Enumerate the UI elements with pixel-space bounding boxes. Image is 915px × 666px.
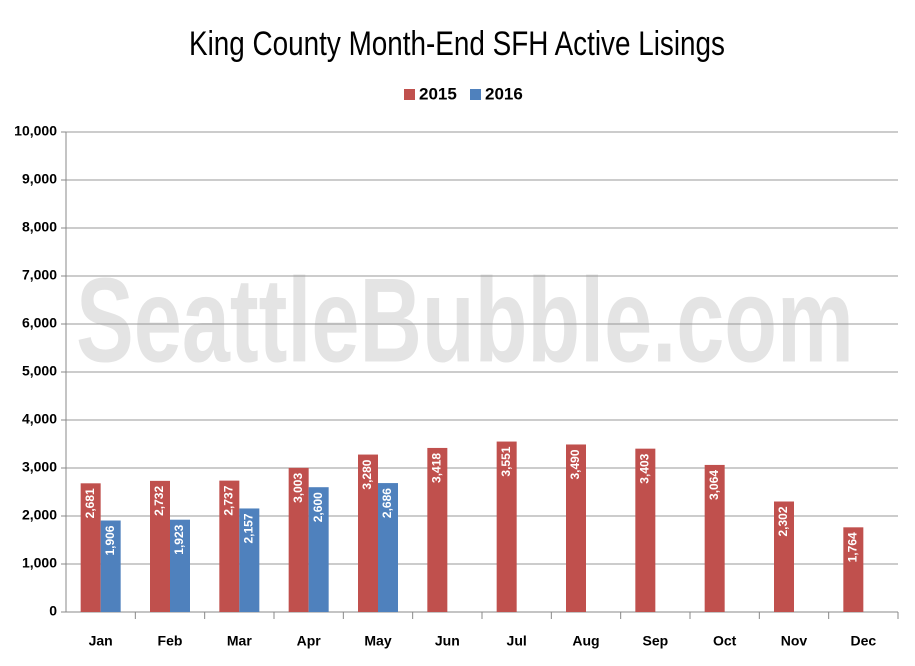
bar [566,444,586,612]
value-label: 2,157 [242,513,256,543]
value-label: 2,600 [311,492,325,522]
value-label: 2,732 [152,486,166,516]
legend-swatch [470,89,481,100]
x-tick-label: Jan [89,633,113,649]
bar [219,480,240,612]
y-tick-label: 4,000 [22,411,57,427]
x-tick-label: Aug [572,633,599,649]
x-tick-label: Jun [435,633,460,649]
bar [150,480,170,612]
x-tick-label: Jul [507,633,527,649]
x-tick-label: Apr [297,633,322,649]
y-tick-label: 2,000 [22,507,57,523]
bar [843,527,864,612]
legend-label: 2016 [485,84,523,103]
value-label: 1,764 [846,532,860,562]
value-label: 3,490 [568,449,582,479]
value-label: 2,681 [83,488,97,518]
value-label: 3,280 [360,459,374,489]
value-label: 1,906 [103,525,117,555]
bar [427,447,448,612]
bar [100,520,121,612]
y-tick-label: 1,000 [22,555,57,571]
value-label: 2,737 [222,485,236,515]
x-tick-label: Nov [781,633,808,649]
x-tick-label: Mar [227,633,252,649]
chart-title: King County Month-End SFH Active Lisings [189,24,725,62]
bar [308,487,329,612]
bar [635,448,656,612]
x-tick-label: Oct [713,633,737,649]
x-tick-label: May [364,633,391,649]
value-label: 2,686 [380,488,394,518]
bar [239,508,260,612]
value-label: 3,064 [707,470,721,500]
value-label: 2,302 [776,506,790,536]
bar [774,501,794,612]
bar [496,441,517,612]
bar [80,483,101,612]
y-tick-label: 6,000 [22,315,57,331]
value-label: 3,418 [430,453,444,483]
y-tick-label: 5,000 [22,363,57,379]
y-tick-label: 8,000 [22,219,57,235]
value-label: 1,923 [172,524,186,554]
value-label: 3,003 [291,473,305,503]
bar [358,454,378,612]
watermark: SeattleBubble.com [76,254,854,388]
legend-label: 2015 [419,84,457,103]
bar [170,519,190,612]
value-label: 3,551 [499,446,513,476]
bar [704,464,725,612]
bar [378,483,398,612]
x-tick-label: Feb [158,633,183,649]
value-label: 3,403 [638,453,652,483]
y-tick-label: 10,000 [14,123,57,139]
x-tick-label: Sep [642,633,668,649]
legend-swatch [404,89,415,100]
y-tick-label: 3,000 [22,459,57,475]
y-tick-label: 0 [49,603,57,619]
y-tick-label: 7,000 [22,267,57,283]
x-tick-label: Dec [850,633,876,649]
y-tick-label: 9,000 [22,171,57,187]
bar [288,467,309,612]
